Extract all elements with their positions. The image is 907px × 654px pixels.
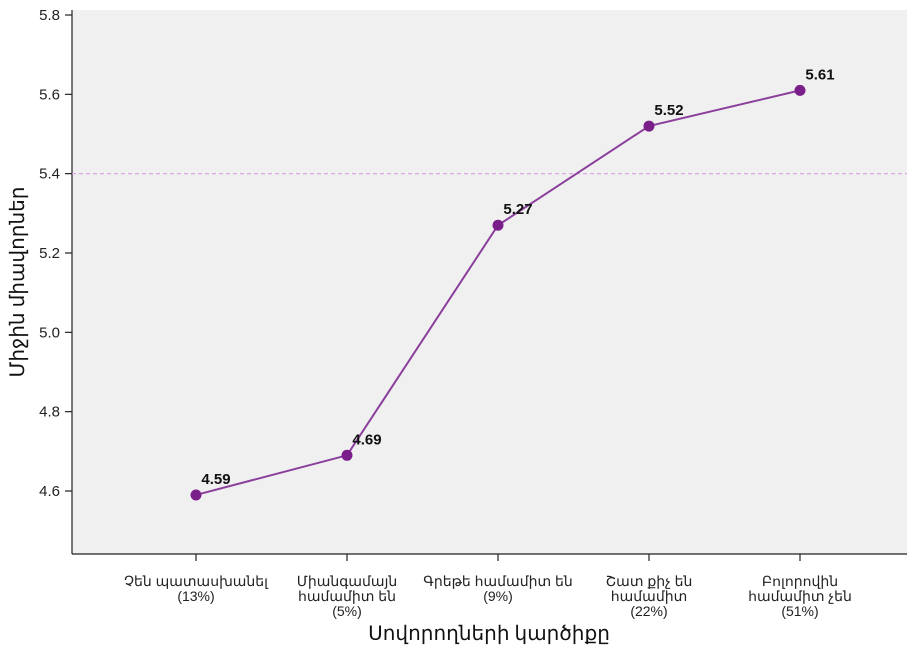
y-tick-label: 5.4: [39, 166, 60, 183]
x-tick-label: Միանգամայն համամիտ են (5%): [297, 573, 398, 619]
x-axis-ticks: Չեն պատասխանել (13%) Միանգամայն համամիտ են(…: [124, 554, 852, 619]
data-label: 5.52: [654, 102, 683, 119]
data-point: [341, 449, 353, 461]
x-tick-label: Շատ քիչ են համամիտ (22%): [606, 573, 693, 619]
data-label: 4.59: [201, 471, 230, 488]
x-tick-label: Բոլորովին համամիտ չեն (51%): [748, 573, 852, 619]
y-axis-ticks: 4.6 4.8 5.0 5.2 5.4 5.6 5.8: [39, 7, 72, 500]
data-label: 4.69: [352, 431, 381, 448]
data-point: [492, 219, 504, 231]
x-tick-label: Գրեթե համամիտ են (9%): [423, 573, 572, 604]
y-axis-title: Միջին միավորներ: [7, 187, 29, 378]
data-labels: 4.59 4.69 5.27 5.52 5.61: [201, 66, 834, 488]
data-points: [190, 84, 806, 501]
x-axis-title: Սովորողների կարծիքը: [368, 623, 610, 645]
data-point: [643, 120, 655, 132]
x-tick-label: Չեն պատասխանել (13%): [124, 573, 269, 604]
data-label: 5.27: [503, 201, 532, 218]
y-tick-label: 5.6: [39, 86, 60, 103]
data-point: [190, 489, 202, 501]
plot-background: [72, 10, 907, 554]
data-label: 5.61: [805, 66, 834, 83]
data-point: [794, 84, 806, 96]
y-tick-label: 5.0: [39, 324, 60, 341]
y-tick-label: 5.8: [39, 7, 60, 24]
y-tick-label: 4.6: [39, 483, 60, 500]
y-tick-label: 4.8: [39, 404, 60, 421]
y-tick-label: 5.2: [39, 245, 60, 262]
